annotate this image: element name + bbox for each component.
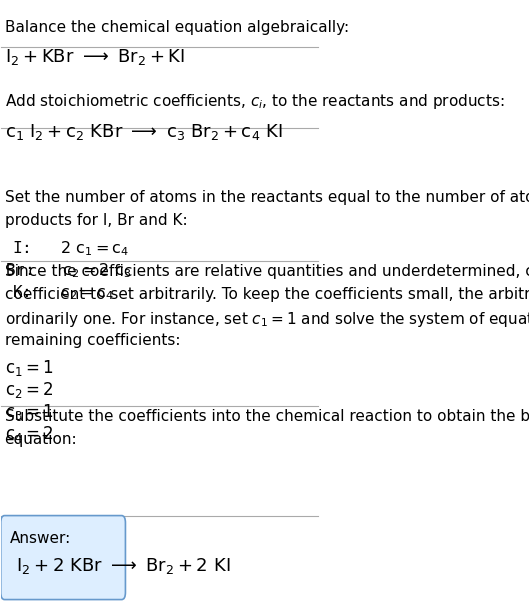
Text: $\mathrm{c_1 \ I_2 + c_2 \ KBr \ \longrightarrow \ c_3 \ Br_2 + c_4 \ KI}$: $\mathrm{c_1 \ I_2 + c_2 \ KBr \ \longri… [5, 122, 282, 142]
Text: $\mathrm{I_2 + 2\ KBr \ \longrightarrow \ Br_2 + 2\ KI}$: $\mathrm{I_2 + 2\ KBr \ \longrightarrow … [16, 556, 230, 576]
Text: equation:: equation: [5, 432, 77, 447]
Text: $\mathrm{c_2 = 2}$: $\mathrm{c_2 = 2}$ [5, 380, 53, 400]
Text: Substitute the coefficients into the chemical reaction to obtain the balanced: Substitute the coefficients into the che… [5, 409, 529, 424]
Text: $\mathrm{I_2 + KBr \ \longrightarrow \ Br_2 + KI}$: $\mathrm{I_2 + KBr \ \longrightarrow \ B… [5, 47, 185, 67]
Text: Answer:: Answer: [10, 531, 71, 546]
Text: Balance the chemical equation algebraically:: Balance the chemical equation algebraica… [5, 19, 349, 35]
Text: Set the number of atoms in the reactants equal to the number of atoms in the: Set the number of atoms in the reactants… [5, 190, 529, 205]
Text: remaining coefficients:: remaining coefficients: [5, 333, 180, 348]
Text: I:   $\mathrm{2\ c_1 = c_4}$: I: $\mathrm{2\ c_1 = c_4}$ [13, 239, 130, 258]
Text: products for I, Br and K:: products for I, Br and K: [5, 213, 187, 228]
Text: Add stoichiometric coefficients, $c_i$, to the reactants and products:: Add stoichiometric coefficients, $c_i$, … [5, 92, 504, 111]
Text: $\mathrm{c_3 = 1}$: $\mathrm{c_3 = 1}$ [5, 402, 53, 422]
Text: Since the coefficients are relative quantities and underdetermined, choose a: Since the coefficients are relative quan… [5, 264, 529, 279]
Text: ordinarily one. For instance, set $c_1 = 1$ and solve the system of equations fo: ordinarily one. For instance, set $c_1 =… [5, 310, 529, 329]
FancyBboxPatch shape [1, 515, 125, 600]
Text: Br:   $\mathrm{c_2 = 2\ c_3}$: Br: $\mathrm{c_2 = 2\ c_3}$ [5, 261, 132, 280]
Text: $\mathrm{c_4 = 2}$: $\mathrm{c_4 = 2}$ [5, 424, 53, 444]
Text: K:   $\mathrm{c_2 = c_4}$: K: $\mathrm{c_2 = c_4}$ [13, 283, 114, 302]
Text: coefficient to set arbitrarily. To keep the coefficients small, the arbitrary va: coefficient to set arbitrarily. To keep … [5, 287, 529, 302]
Text: $\mathrm{c_1 = 1}$: $\mathrm{c_1 = 1}$ [5, 359, 53, 379]
